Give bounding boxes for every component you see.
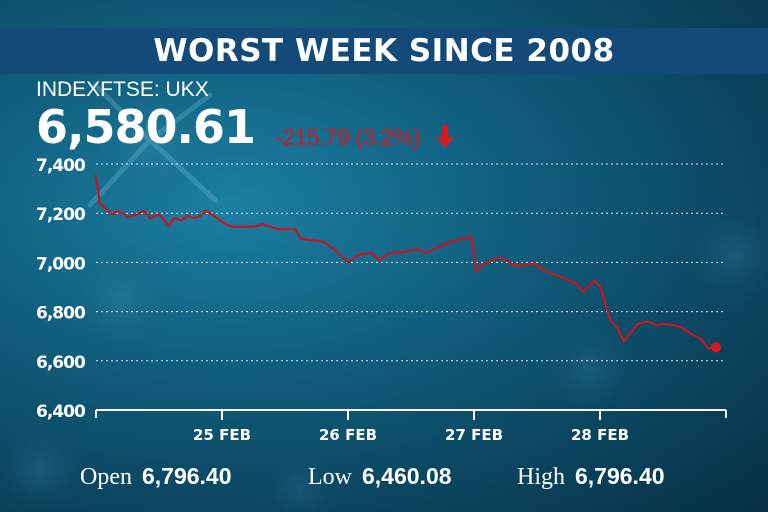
high-label: High [517,464,565,490]
open-value: 6,796.40 [141,463,232,489]
y-tick-label: 6,800 [36,304,86,324]
stat-open: Open 6,796.40 [80,463,232,491]
x-tick-label: 25 FEB [193,426,251,444]
low-value: 6,460.08 [362,463,452,489]
virus-particle-left-mid [60,240,180,360]
stat-low: Low 6,460.08 [308,463,452,491]
x-tick-label: 27 FEB [445,426,503,444]
virus-particle-bottom-left [0,420,90,512]
y-tick-label: 6,600 [36,353,86,373]
low-label: Low [308,464,352,490]
last-point-marker [710,342,721,353]
stat-high: High 6,796.40 [517,463,665,491]
title-banner: WORST WEEK SINCE 2008 [0,28,768,74]
y-tick-label: 6,400 [36,402,86,422]
virus-particle-bottom-center [255,445,345,512]
y-tick-label: 7,400 [36,156,86,176]
current-price: 6,580.61 [36,100,256,154]
x-tick-label: 28 FEB [571,426,629,444]
ticker-symbol: INDEXFTSE: UKX [36,78,209,101]
open-label: Open [80,464,132,490]
virus-particle-top-left [80,70,220,210]
chart-title: WORST WEEK SINCE 2008 [153,33,615,69]
y-tick-label: 7,000 [36,254,86,274]
virus-particle-right [675,195,768,315]
high-value: 6,796.40 [575,463,665,489]
virus-particle-mid [535,315,645,425]
down-arrow-icon [436,125,454,148]
x-tick-label: 26 FEB [319,426,377,444]
series-line [94,174,717,350]
y-tick-label: 7,200 [36,205,86,225]
price-change: -215.79 (3.2%) [275,124,421,150]
